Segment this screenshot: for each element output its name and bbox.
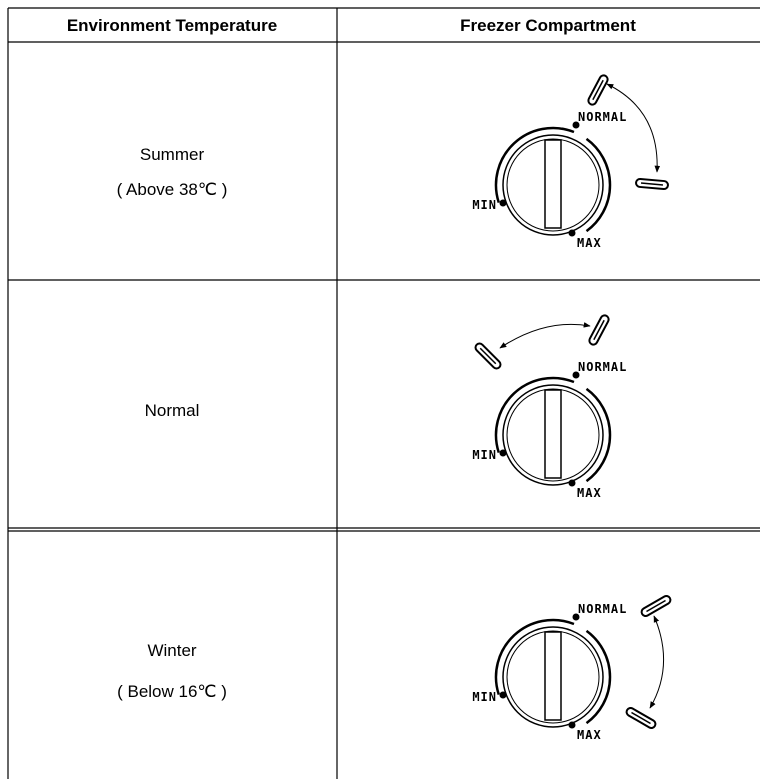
indicator <box>588 314 610 346</box>
dial-label: MIN <box>472 198 497 212</box>
dial-slot <box>545 390 561 478</box>
indicator <box>625 707 657 730</box>
dial-label: MIN <box>472 448 497 462</box>
indicator <box>636 179 669 190</box>
page: Environment Temperature Freezer Compartm… <box>0 0 760 779</box>
header-cell: Environment Temperature <box>67 16 277 35</box>
adjust-arrow <box>607 84 657 172</box>
dial-dot <box>569 722 576 729</box>
dial-label: NORMAL <box>578 110 627 124</box>
dial-label: MAX <box>577 728 602 742</box>
table-grid <box>8 8 760 779</box>
dial-slot <box>545 632 561 720</box>
indicator <box>474 342 502 370</box>
dial: NORMAL MIN MAX <box>472 602 627 742</box>
dial-slot <box>545 140 561 228</box>
dial-dot <box>569 230 576 237</box>
row-note: ( Below 16℃ ) <box>117 682 227 701</box>
dial-label: NORMAL <box>578 360 627 374</box>
row-label: Normal <box>145 401 200 420</box>
dial-label: MAX <box>577 486 602 500</box>
dial: NORMAL MIN MAX <box>472 110 627 250</box>
header-cell: Freezer Compartment <box>460 16 636 35</box>
dial-dot <box>500 692 507 699</box>
adjust-arrow <box>500 324 590 348</box>
row-note: ( Above 38℃ ) <box>117 180 228 199</box>
dial-label: MIN <box>472 690 497 704</box>
dial-dot <box>569 480 576 487</box>
indicator <box>640 595 672 618</box>
dial-label: NORMAL <box>578 602 627 616</box>
row-label: Winter <box>147 641 196 660</box>
dial-label: MAX <box>577 236 602 250</box>
dial: NORMAL MIN MAX <box>472 360 627 500</box>
adjust-arrow <box>650 616 664 708</box>
dial-dot <box>500 200 507 207</box>
dial-dot <box>500 450 507 457</box>
indicator <box>587 74 609 106</box>
row-label: Summer <box>140 145 205 164</box>
